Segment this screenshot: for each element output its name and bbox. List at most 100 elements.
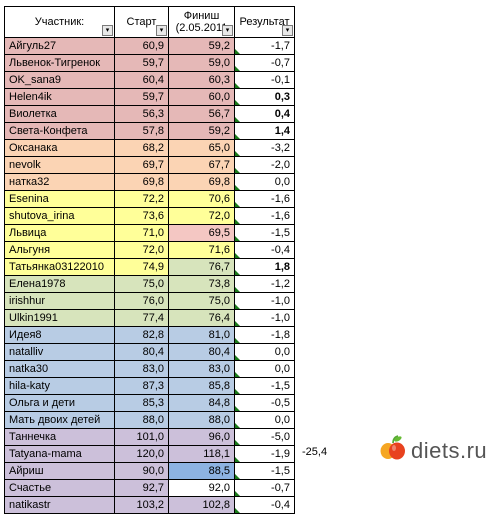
finish-weight-cell[interactable]: 118,1 bbox=[168, 445, 235, 463]
participant-name-cell[interactable]: Ulkin1991 bbox=[4, 309, 115, 327]
participant-name-cell[interactable]: Esenina bbox=[4, 190, 115, 208]
result-cell[interactable]: -0,5 bbox=[234, 394, 295, 412]
result-cell[interactable]: -0,7 bbox=[234, 54, 295, 72]
finish-weight-cell[interactable]: 75,0 bbox=[168, 292, 235, 310]
start-weight-cell[interactable]: 68,2 bbox=[114, 139, 169, 157]
filter-dropdown-icon[interactable]: ▾ bbox=[282, 25, 293, 36]
filter-dropdown-icon[interactable]: ▾ bbox=[156, 25, 167, 36]
finish-weight-cell[interactable]: 81,0 bbox=[168, 326, 235, 344]
result-cell[interactable]: -1,7 bbox=[234, 37, 295, 55]
participant-name-cell[interactable]: Таннечка bbox=[4, 428, 115, 446]
finish-weight-cell[interactable]: 60,3 bbox=[168, 71, 235, 89]
start-weight-cell[interactable]: 60,9 bbox=[114, 37, 169, 55]
participant-name-cell[interactable]: shutova_irina bbox=[4, 207, 115, 225]
result-cell[interactable]: -1,5 bbox=[234, 462, 295, 480]
result-cell[interactable]: -0,1 bbox=[234, 71, 295, 89]
start-weight-cell[interactable]: 101,0 bbox=[114, 428, 169, 446]
start-weight-cell[interactable]: 87,3 bbox=[114, 377, 169, 395]
participant-name-cell[interactable]: natalliv bbox=[4, 343, 115, 361]
result-cell[interactable]: -1,5 bbox=[234, 377, 295, 395]
start-weight-cell[interactable]: 56,3 bbox=[114, 105, 169, 123]
result-cell[interactable]: -1,2 bbox=[234, 275, 295, 293]
participant-name-cell[interactable]: natka30 bbox=[4, 360, 115, 378]
start-weight-cell[interactable]: 60,4 bbox=[114, 71, 169, 89]
result-cell[interactable]: 0,0 bbox=[234, 411, 295, 429]
finish-weight-cell[interactable]: 96,0 bbox=[168, 428, 235, 446]
participant-name-cell[interactable]: Львенок-Тигренок bbox=[4, 54, 115, 72]
start-weight-cell[interactable]: 80,4 bbox=[114, 343, 169, 361]
finish-weight-cell[interactable]: 69,8 bbox=[168, 173, 235, 191]
start-weight-cell[interactable]: 88,0 bbox=[114, 411, 169, 429]
finish-weight-cell[interactable]: 70,6 bbox=[168, 190, 235, 208]
participant-name-cell[interactable]: Айриш bbox=[4, 462, 115, 480]
finish-weight-cell[interactable]: 85,8 bbox=[168, 377, 235, 395]
start-weight-cell[interactable]: 59,7 bbox=[114, 88, 169, 106]
start-weight-cell[interactable]: 73,6 bbox=[114, 207, 169, 225]
finish-weight-cell[interactable]: 69,5 bbox=[168, 224, 235, 242]
result-cell[interactable]: 1,8 bbox=[234, 258, 295, 276]
participant-name-cell[interactable]: irishhur bbox=[4, 292, 115, 310]
participant-name-cell[interactable]: Оксанака bbox=[4, 139, 115, 157]
participant-name-cell[interactable]: Альгуня bbox=[4, 241, 115, 259]
result-cell[interactable]: -1,0 bbox=[234, 309, 295, 327]
finish-weight-cell[interactable]: 67,7 bbox=[168, 156, 235, 174]
result-cell[interactable]: -0,7 bbox=[234, 479, 295, 497]
result-cell[interactable]: 0,4 bbox=[234, 105, 295, 123]
result-cell[interactable]: -0,4 bbox=[234, 241, 295, 259]
start-weight-cell[interactable]: 69,7 bbox=[114, 156, 169, 174]
finish-weight-cell[interactable]: 76,4 bbox=[168, 309, 235, 327]
start-weight-cell[interactable]: 71,0 bbox=[114, 224, 169, 242]
finish-weight-cell[interactable]: 102,8 bbox=[168, 496, 235, 514]
participant-name-cell[interactable]: Татьянка03122010 bbox=[4, 258, 115, 276]
participant-name-cell[interactable]: натка32 bbox=[4, 173, 115, 191]
filter-dropdown-icon[interactable]: ▾ bbox=[102, 25, 113, 36]
participant-name-cell[interactable]: hila-katy bbox=[4, 377, 115, 395]
result-cell[interactable]: -0,4 bbox=[234, 496, 295, 514]
start-weight-cell[interactable]: 82,8 bbox=[114, 326, 169, 344]
start-weight-cell[interactable]: 59,7 bbox=[114, 54, 169, 72]
finish-weight-cell[interactable]: 72,0 bbox=[168, 207, 235, 225]
participant-name-cell[interactable]: Мать двоих детей bbox=[4, 411, 115, 429]
participant-name-cell[interactable]: OK_sana9 bbox=[4, 71, 115, 89]
finish-weight-cell[interactable]: 80,4 bbox=[168, 343, 235, 361]
start-weight-cell[interactable]: 72,0 bbox=[114, 241, 169, 259]
participant-name-cell[interactable]: Елена1978 bbox=[4, 275, 115, 293]
result-cell[interactable]: -5,0 bbox=[234, 428, 295, 446]
start-weight-cell[interactable]: 77,4 bbox=[114, 309, 169, 327]
start-weight-cell[interactable]: 90,0 bbox=[114, 462, 169, 480]
finish-weight-cell[interactable]: 73,8 bbox=[168, 275, 235, 293]
result-cell[interactable]: 0,0 bbox=[234, 343, 295, 361]
start-weight-cell[interactable]: 92,7 bbox=[114, 479, 169, 497]
site-logo[interactable]: diets.ru bbox=[375, 432, 495, 468]
participant-name-cell[interactable]: natikastr bbox=[4, 496, 115, 514]
finish-weight-cell[interactable]: 88,0 bbox=[168, 411, 235, 429]
start-weight-cell[interactable]: 69,8 bbox=[114, 173, 169, 191]
finish-weight-cell[interactable]: 76,7 bbox=[168, 258, 235, 276]
result-cell[interactable]: 1,4 bbox=[234, 122, 295, 140]
participant-name-cell[interactable]: Айгуль27 bbox=[4, 37, 115, 55]
finish-weight-cell[interactable]: 65,0 bbox=[168, 139, 235, 157]
participant-name-cell[interactable]: Идея8 bbox=[4, 326, 115, 344]
finish-weight-cell[interactable]: 88,5 bbox=[168, 462, 235, 480]
finish-weight-cell[interactable]: 83,0 bbox=[168, 360, 235, 378]
result-cell[interactable]: 0,3 bbox=[234, 88, 295, 106]
result-cell[interactable]: -1,6 bbox=[234, 190, 295, 208]
start-weight-cell[interactable]: 74,9 bbox=[114, 258, 169, 276]
finish-weight-cell[interactable]: 59,2 bbox=[168, 122, 235, 140]
start-weight-cell[interactable]: 75,0 bbox=[114, 275, 169, 293]
participant-name-cell[interactable]: Tatyana-mama bbox=[4, 445, 115, 463]
participant-name-cell[interactable]: Света-Конфета bbox=[4, 122, 115, 140]
finish-weight-cell[interactable]: 56,7 bbox=[168, 105, 235, 123]
finish-weight-cell[interactable]: 59,0 bbox=[168, 54, 235, 72]
result-cell[interactable]: 0,0 bbox=[234, 360, 295, 378]
result-cell[interactable]: -3,2 bbox=[234, 139, 295, 157]
finish-weight-cell[interactable]: 92,0 bbox=[168, 479, 235, 497]
start-weight-cell[interactable]: 83,0 bbox=[114, 360, 169, 378]
result-cell[interactable]: -1,8 bbox=[234, 326, 295, 344]
filter-dropdown-icon[interactable]: ▾ bbox=[222, 25, 233, 36]
result-cell[interactable]: -1,6 bbox=[234, 207, 295, 225]
start-weight-cell[interactable]: 85,3 bbox=[114, 394, 169, 412]
result-cell[interactable]: -1,9 bbox=[234, 445, 295, 463]
finish-weight-cell[interactable]: 71,6 bbox=[168, 241, 235, 259]
participant-name-cell[interactable]: Helen4ik bbox=[4, 88, 115, 106]
